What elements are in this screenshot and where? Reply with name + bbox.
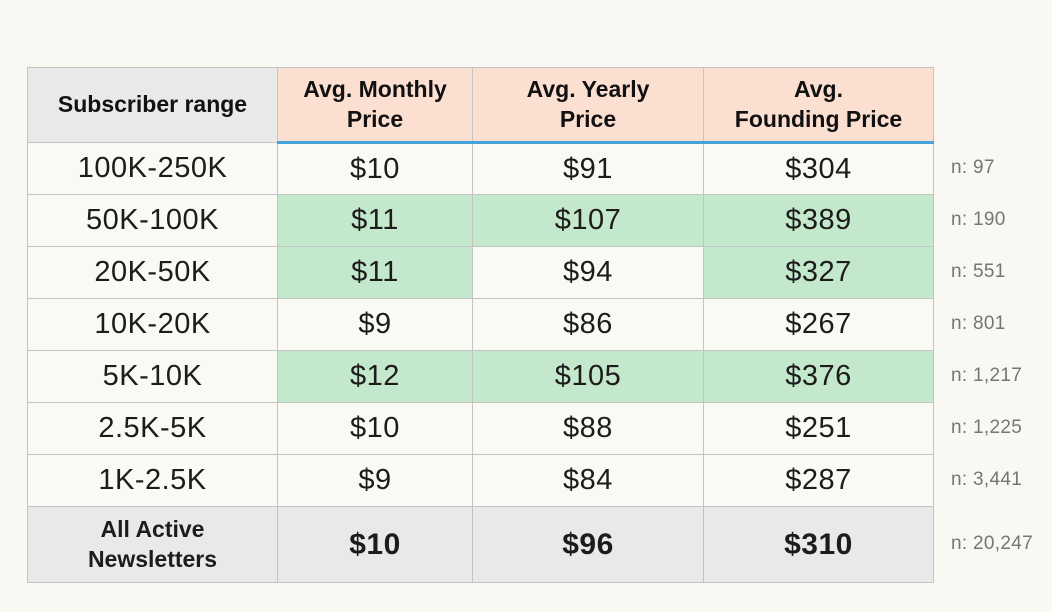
column-header-subscriber-range: Subscriber range: [27, 67, 278, 143]
summary-monthly-price-cell: $10: [277, 506, 473, 583]
subscriber-range-cell: 20K-50K: [27, 246, 278, 299]
sample-size-label: n: 801: [951, 313, 1006, 334]
table-row: 1K-2.5K $9 $84 $287: [27, 454, 934, 507]
table-row: 10K-20K $9 $86 $267: [27, 298, 934, 351]
monthly-price-cell: $11: [277, 246, 473, 299]
table-row: 2.5K-5K $10 $88 $251: [27, 402, 934, 455]
yearly-price-cell: $86: [472, 298, 704, 351]
subscriber-range-cell: 10K-20K: [27, 298, 278, 351]
summary-row: All Active Newsletters $10 $96 $310: [27, 506, 934, 583]
yearly-price-cell: $107: [472, 194, 704, 247]
founding-price-cell: $251: [703, 402, 934, 455]
yearly-price-cell: $91: [472, 142, 704, 195]
column-header-avg-monthly-price: Avg. Monthly Price: [277, 67, 473, 144]
sample-size-label: n: 551: [951, 261, 1006, 282]
sample-size-label: n: 97: [951, 157, 995, 178]
yearly-price-cell: $84: [472, 454, 704, 507]
subscriber-range-cell: 100K-250K: [27, 142, 278, 195]
subscriber-range-cell: 50K-100K: [27, 194, 278, 247]
column-header-avg-yearly-price: Avg. Yearly Price: [472, 67, 704, 144]
table-row: 5K-10K $12 $105 $376: [27, 350, 934, 403]
sample-size-label: n: 190: [951, 209, 1006, 230]
column-header-avg-founding-price: Avg. Founding Price: [703, 67, 934, 144]
table-row: 50K-100K $11 $107 $389: [27, 194, 934, 247]
summary-founding-price-cell: $310: [703, 506, 934, 583]
founding-price-cell: $376: [703, 350, 934, 403]
monthly-price-cell: $9: [277, 298, 473, 351]
founding-price-cell: $327: [703, 246, 934, 299]
sample-size-label: n: 3,441: [951, 469, 1023, 490]
pricing-table-figure: Subscriber range Avg. Monthly Price Avg.…: [27, 67, 1033, 583]
header-row: Subscriber range Avg. Monthly Price Avg.…: [27, 67, 934, 144]
subscriber-range-cell: 5K-10K: [27, 350, 278, 403]
sample-size-column: n: 97 n: 190 n: 551 n: 801 n: 1,217 n: 1…: [951, 67, 1033, 582]
newsletter-pricing-table: Subscriber range Avg. Monthly Price Avg.…: [27, 67, 934, 583]
founding-price-cell: $304: [703, 142, 934, 195]
sample-size-label: n: 1,217: [951, 365, 1023, 386]
summary-label-cell: All Active Newsletters: [27, 506, 278, 583]
yearly-price-cell: $94: [472, 246, 704, 299]
summary-yearly-price-cell: $96: [472, 506, 704, 583]
sample-size-header-spacer: [951, 67, 1033, 142]
table-row: 20K-50K $11 $94 $327: [27, 246, 934, 299]
subscriber-range-cell: 1K-2.5K: [27, 454, 278, 507]
founding-price-cell: $267: [703, 298, 934, 351]
table-row: 100K-250K $10 $91 $304: [27, 142, 934, 195]
monthly-price-cell: $9: [277, 454, 473, 507]
subscriber-range-cell: 2.5K-5K: [27, 402, 278, 455]
sample-size-label: n: 20,247: [951, 533, 1033, 554]
monthly-price-cell: $10: [277, 142, 473, 195]
founding-price-cell: $389: [703, 194, 934, 247]
monthly-price-cell: $11: [277, 194, 473, 247]
yearly-price-cell: $88: [472, 402, 704, 455]
monthly-price-cell: $12: [277, 350, 473, 403]
monthly-price-cell: $10: [277, 402, 473, 455]
sample-size-label: n: 1,225: [951, 417, 1023, 438]
founding-price-cell: $287: [703, 454, 934, 507]
yearly-price-cell: $105: [472, 350, 704, 403]
